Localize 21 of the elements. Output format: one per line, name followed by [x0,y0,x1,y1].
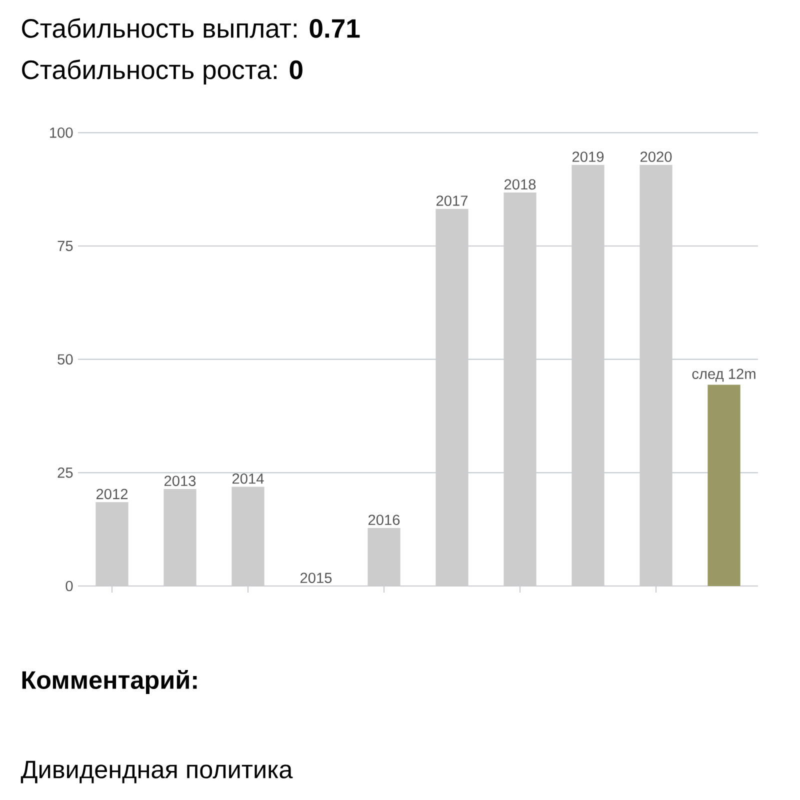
y-tick-label: 75 [58,240,73,252]
y-tick-label: 0 [66,580,73,592]
x-tick-label: 2019 [572,152,604,162]
x-tick-label: 2013 [164,476,196,486]
chart-title: Стабильность выплат: 0.71 [22,18,360,38]
bar [708,384,740,586]
x-tick-label: след 12m [692,368,756,382]
x-tick-label: 2018 [504,179,536,190]
x-tick-label: 2015 [300,572,332,584]
text: Дивидендная политика [20,760,293,784]
x-tick-label: 2017 [436,196,468,206]
y-tick-label: 50 [58,354,73,365]
y-tick-label: 25 [58,468,73,478]
chart-subtitle: Стабильность роста: 0 [22,59,302,84]
text: Комментарий: [22,670,197,694]
bar [164,488,196,586]
x-tick-label: 2020 [640,152,672,162]
x-tick-label: 2016 [368,514,400,526]
x-tick-label: 2012 [96,488,128,500]
x-tick-label: 2014 [232,473,264,484]
y-tick-label: 100 [50,128,73,138]
